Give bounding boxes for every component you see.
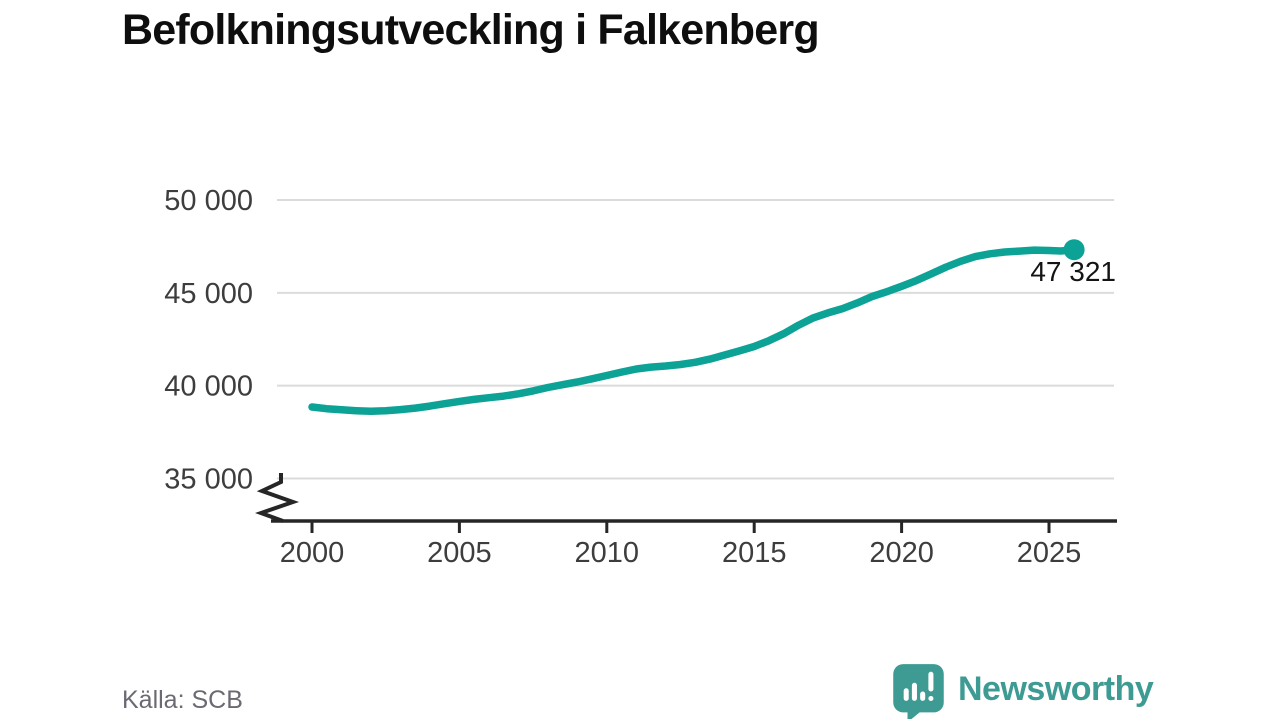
- y-tick-label: 45 000: [164, 278, 253, 310]
- source-caption: Källa: SCB: [122, 686, 243, 714]
- x-tick-label: 2025: [1017, 537, 1082, 569]
- x-tick-label: 2020: [869, 537, 934, 569]
- x-tick-label: 2015: [722, 537, 787, 569]
- chart-title: Befolkningsutveckling i Falkenberg: [122, 6, 820, 54]
- newsworthy-wordmark: Newsworthy: [958, 670, 1154, 708]
- plot-area: 50 000 45 000 40 000 35 000 2000 2005 2010 2015…: [164, 185, 1117, 569]
- end-value-label: 47 321: [1030, 256, 1116, 287]
- y-tick-label: 35 000: [164, 464, 253, 496]
- bar-chart-speech-bubble-icon: [893, 664, 944, 719]
- x-tick-label: 2005: [427, 537, 492, 569]
- end-point-marker: [1063, 239, 1085, 261]
- y-tick-label: 40 000: [164, 371, 253, 403]
- y-tick-label: 50 000: [164, 185, 253, 217]
- x-tick-label: 2000: [280, 537, 345, 569]
- axis-break-icon: [255, 473, 300, 523]
- x-tick-label: 2010: [575, 537, 640, 569]
- logo-bars: [903, 671, 934, 701]
- population-line: [308, 245, 1078, 416]
- newsworthy-logo: Newsworthy: [892, 663, 1154, 719]
